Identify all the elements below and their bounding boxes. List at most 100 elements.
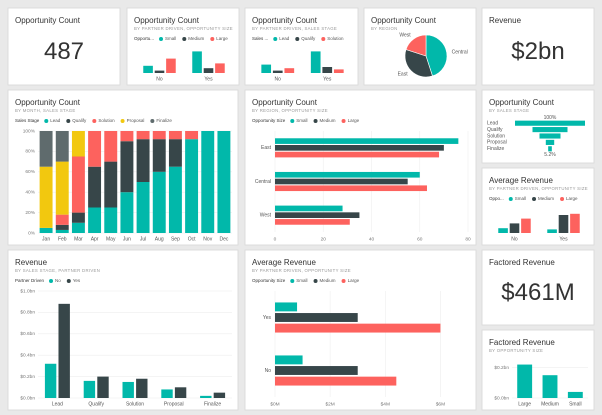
bar-segment bbox=[136, 139, 150, 182]
bar bbox=[275, 376, 397, 386]
legend-title: Partner Driven bbox=[15, 278, 45, 283]
legend-label: Large bbox=[216, 36, 228, 41]
bar bbox=[136, 378, 148, 398]
legend-label: Medium bbox=[538, 196, 554, 201]
bar bbox=[275, 323, 441, 333]
bar bbox=[275, 145, 444, 151]
x-tick-label: Oct bbox=[188, 236, 196, 242]
y-tick-label: $0.0bn bbox=[20, 395, 35, 401]
legend-marker bbox=[182, 37, 187, 41]
bar-segment bbox=[185, 131, 199, 140]
bar-segment bbox=[39, 227, 53, 233]
legend-label: Lead bbox=[279, 36, 290, 41]
funnel-label: Solution bbox=[487, 133, 505, 139]
bar bbox=[272, 70, 283, 73]
x-tick-label: Jul bbox=[140, 236, 146, 242]
legend-title: Sales ... bbox=[252, 36, 268, 41]
bar bbox=[322, 67, 333, 73]
legend-marker bbox=[313, 119, 318, 123]
legend-title: Opportunity Size bbox=[252, 278, 286, 283]
tile-title: Opportunity Count bbox=[252, 98, 318, 107]
legend-label: Finalize bbox=[156, 118, 172, 123]
x-tick-label: May bbox=[106, 236, 116, 242]
funnel-label: Finalize bbox=[487, 146, 504, 152]
bar bbox=[542, 375, 558, 398]
bar bbox=[567, 391, 583, 398]
y-tick-label: Yes bbox=[263, 315, 272, 321]
y-tick-label: $0.2bn bbox=[20, 374, 35, 380]
bar bbox=[275, 355, 303, 365]
bar-segment bbox=[55, 229, 69, 233]
legend-marker bbox=[508, 197, 513, 201]
bar-segment bbox=[136, 182, 150, 233]
tile-subtitle: BY REGION bbox=[371, 26, 398, 31]
legend-label: Small bbox=[296, 278, 307, 283]
tile-subtitle: BY REGION, OPPORTUNITY SIZE bbox=[252, 108, 328, 113]
x-tick-label: Jun bbox=[123, 236, 131, 242]
bar bbox=[275, 219, 350, 225]
bar-segment bbox=[55, 214, 69, 225]
bar-segment bbox=[168, 166, 182, 233]
bar-segment bbox=[55, 224, 69, 230]
bar bbox=[154, 70, 165, 73]
bar bbox=[215, 63, 225, 73]
x-tick-label: Finalize bbox=[204, 401, 221, 407]
bar-segment bbox=[88, 207, 102, 233]
legend-title: Oppo... bbox=[489, 196, 504, 201]
pie-slice bbox=[405, 34, 427, 57]
tile-title: Revenue bbox=[489, 16, 522, 25]
tile-subtitle: BY SALES STAGE, PARTNER DRIVEN bbox=[15, 268, 100, 273]
bar bbox=[275, 313, 358, 322]
legend-marker bbox=[290, 119, 295, 123]
bar bbox=[200, 395, 212, 398]
x-tick-label: Nov bbox=[203, 236, 212, 242]
x-tick-label: $4M bbox=[381, 401, 390, 407]
y-tick-label: 60% bbox=[25, 169, 35, 175]
bar bbox=[213, 392, 226, 398]
y-tick-label: 80% bbox=[25, 149, 35, 155]
legend-label: Proposal bbox=[127, 118, 145, 123]
tile-subtitle: BY SALES STAGE bbox=[489, 108, 529, 113]
bar-segment bbox=[201, 131, 215, 233]
legend-label: Large bbox=[348, 118, 360, 123]
pie-slice bbox=[404, 49, 433, 78]
x-tick-label: Jan bbox=[42, 236, 50, 242]
legend-label: Yes bbox=[73, 278, 81, 283]
bar bbox=[122, 381, 134, 398]
bar-segment bbox=[71, 222, 85, 233]
bar-segment bbox=[39, 131, 53, 167]
x-tick-label: Qualify bbox=[88, 401, 104, 407]
legend-label: Solution bbox=[327, 36, 344, 41]
x-tick-label: Medium bbox=[541, 401, 559, 407]
bar bbox=[83, 380, 96, 398]
bar bbox=[97, 376, 109, 398]
bar-segment bbox=[185, 139, 199, 233]
bar bbox=[275, 205, 343, 212]
funnel-value-label: 100% bbox=[544, 115, 557, 121]
legend-label: Large bbox=[566, 196, 578, 201]
bar-segment bbox=[168, 131, 182, 140]
x-tick-label: Large bbox=[518, 401, 531, 407]
legend-marker bbox=[120, 119, 125, 123]
legend-label: Large bbox=[348, 278, 360, 283]
x-tick-label: Yes bbox=[204, 76, 213, 82]
x-tick-label: Dec bbox=[219, 236, 228, 242]
pie-label: East bbox=[398, 72, 409, 78]
bar bbox=[498, 228, 508, 233]
bar bbox=[275, 212, 360, 218]
legend-label: Medium bbox=[188, 36, 204, 41]
bar bbox=[166, 58, 176, 73]
bar-segment bbox=[152, 131, 166, 140]
bar bbox=[570, 213, 580, 233]
bar-segment bbox=[104, 161, 118, 208]
bar bbox=[275, 151, 440, 158]
x-tick-label: 20 bbox=[321, 236, 327, 242]
bar-segment bbox=[120, 131, 134, 142]
tile bbox=[481, 249, 595, 326]
x-tick-label: Feb bbox=[58, 236, 67, 242]
bar-segment bbox=[88, 166, 102, 208]
tile-title: Opportunity Count bbox=[15, 98, 81, 107]
x-tick-label: Lead bbox=[52, 401, 63, 407]
legend-marker bbox=[66, 119, 71, 123]
